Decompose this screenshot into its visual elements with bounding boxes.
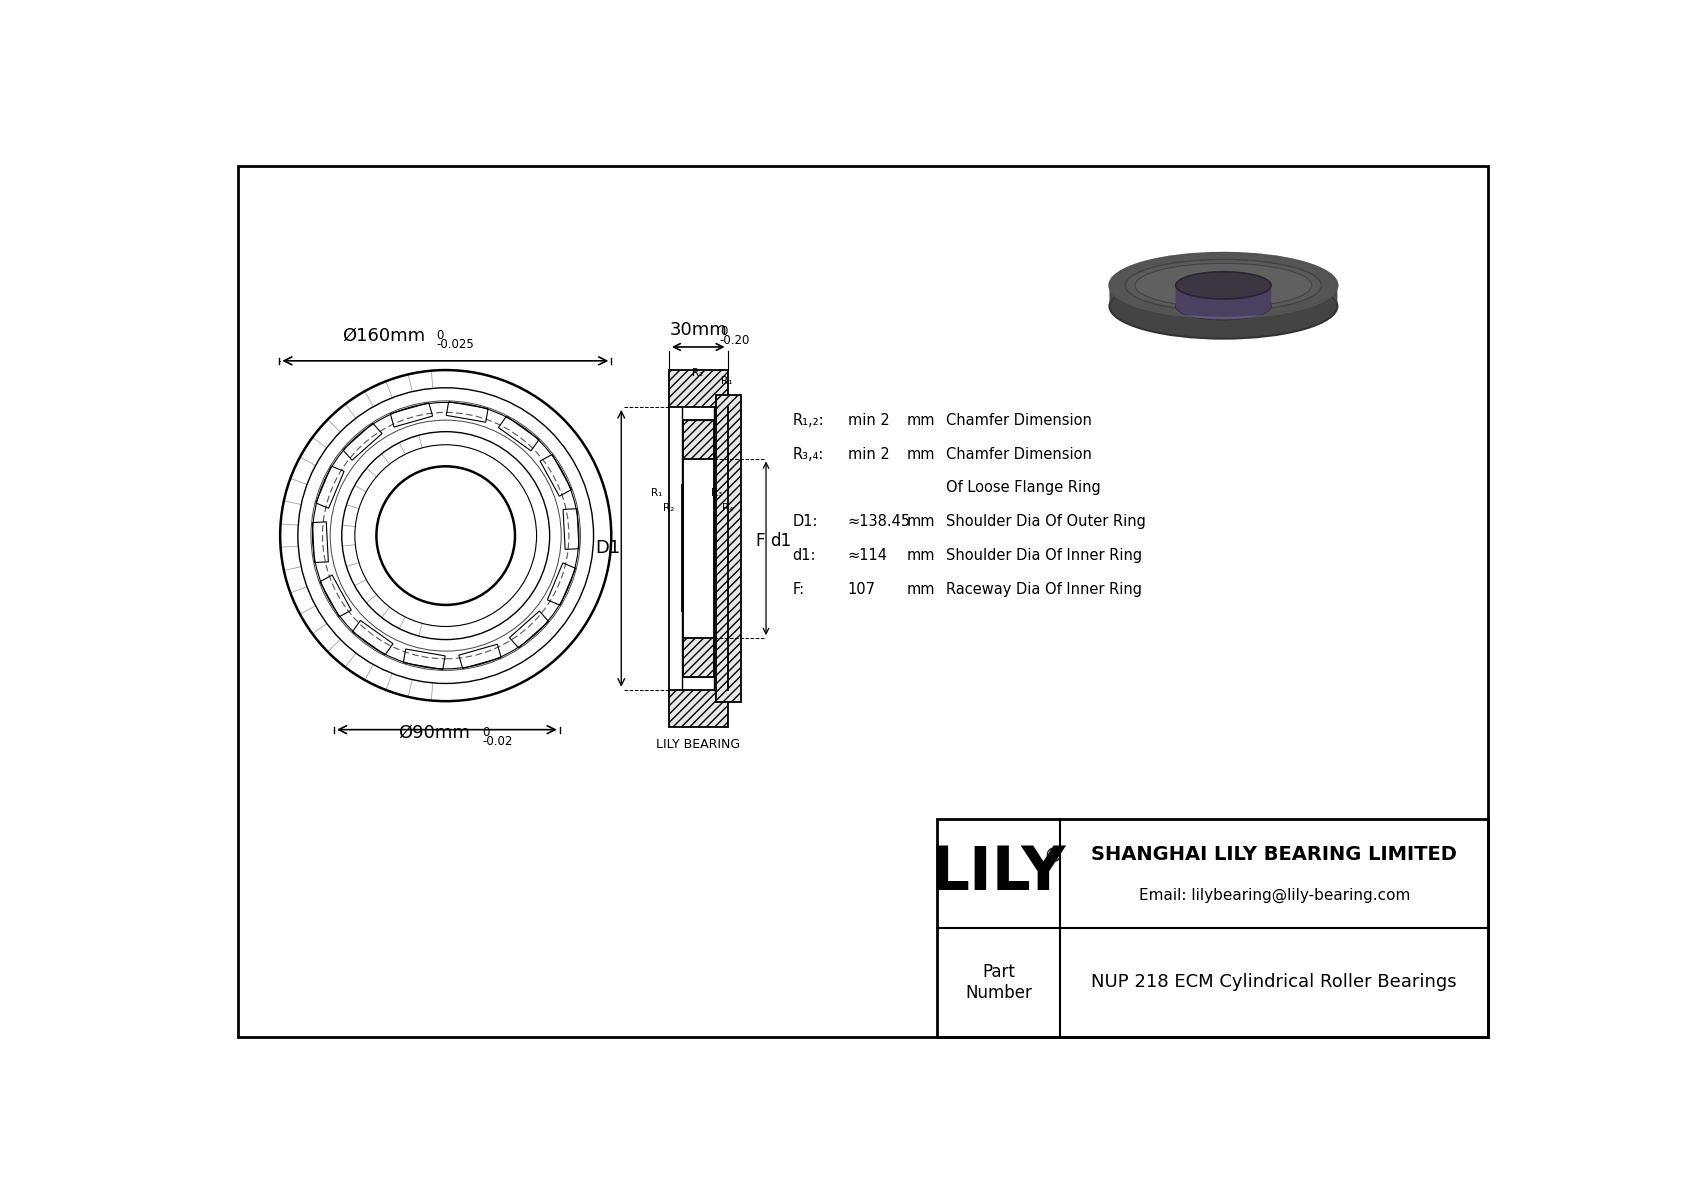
Text: F: F (756, 531, 765, 549)
Text: Ø160mm: Ø160mm (342, 326, 426, 344)
Bar (669, 370, 727, 407)
Ellipse shape (1110, 252, 1337, 318)
Text: R₁: R₁ (650, 488, 662, 498)
Polygon shape (1110, 252, 1337, 306)
Text: 107: 107 (847, 582, 876, 597)
Text: ®: ® (1042, 847, 1063, 866)
Text: 30mm: 30mm (670, 320, 727, 338)
Text: -0.025: -0.025 (436, 338, 475, 351)
Text: d1: d1 (770, 531, 791, 549)
Text: R₃,₄:: R₃,₄: (791, 447, 823, 461)
Text: Part
Number: Part Number (965, 964, 1032, 1002)
Text: Raceway Dia Of Inner Ring: Raceway Dia Of Inner Ring (946, 582, 1142, 597)
Text: ≈114: ≈114 (847, 548, 887, 563)
Text: NUP 218 ECM Cylindrical Roller Bearings: NUP 218 ECM Cylindrical Roller Bearings (1091, 973, 1457, 991)
Text: Chamfer Dimension: Chamfer Dimension (946, 447, 1093, 461)
Text: R₃: R₃ (711, 488, 722, 498)
Bar (669, 690, 727, 727)
Bar (684, 638, 714, 676)
Ellipse shape (1175, 272, 1271, 299)
Text: mm: mm (906, 412, 935, 428)
Polygon shape (1175, 286, 1271, 319)
Text: min 2: min 2 (847, 412, 889, 428)
Text: 0: 0 (436, 329, 445, 342)
Text: F:: F: (791, 582, 805, 597)
Text: min 2: min 2 (847, 447, 889, 461)
Text: mm: mm (906, 582, 935, 597)
Text: Chamfer Dimension: Chamfer Dimension (946, 412, 1093, 428)
Text: R₄: R₄ (722, 504, 734, 513)
Bar (936, 819, 1489, 1037)
Text: 0: 0 (482, 725, 490, 738)
Text: LILY: LILY (931, 844, 1066, 903)
Bar (716, 394, 741, 701)
Text: mm: mm (906, 548, 935, 563)
Bar (684, 420, 714, 459)
Text: R₁: R₁ (721, 376, 733, 386)
Text: D1: D1 (594, 540, 620, 557)
Text: Of Loose Flange Ring: Of Loose Flange Ring (946, 480, 1101, 495)
Text: Shoulder Dia Of Outer Ring: Shoulder Dia Of Outer Ring (946, 515, 1147, 529)
Text: Shoulder Dia Of Inner Ring: Shoulder Dia Of Inner Ring (946, 548, 1142, 563)
Text: Email: lilybearing@lily-bearing.com: Email: lilybearing@lily-bearing.com (1138, 887, 1410, 903)
Ellipse shape (1135, 263, 1312, 307)
Text: Ø90mm: Ø90mm (397, 724, 470, 742)
Text: mm: mm (906, 515, 935, 529)
Text: R₂: R₂ (663, 504, 674, 513)
Text: ≈138.45: ≈138.45 (847, 515, 911, 529)
Text: D1:: D1: (791, 515, 818, 529)
Text: d1:: d1: (791, 548, 815, 563)
Ellipse shape (1175, 293, 1271, 319)
Text: LILY BEARING: LILY BEARING (657, 738, 741, 752)
Text: SHANGHAI LILY BEARING LIMITED: SHANGHAI LILY BEARING LIMITED (1091, 846, 1457, 865)
Text: -0.02: -0.02 (482, 735, 512, 748)
Ellipse shape (1125, 260, 1322, 311)
Text: mm: mm (906, 447, 935, 461)
Text: 0: 0 (719, 325, 727, 338)
Text: R₂: R₂ (692, 368, 704, 379)
Text: -0.20: -0.20 (719, 333, 749, 347)
Ellipse shape (1110, 274, 1337, 338)
Text: R₁,₂:: R₁,₂: (791, 412, 823, 428)
